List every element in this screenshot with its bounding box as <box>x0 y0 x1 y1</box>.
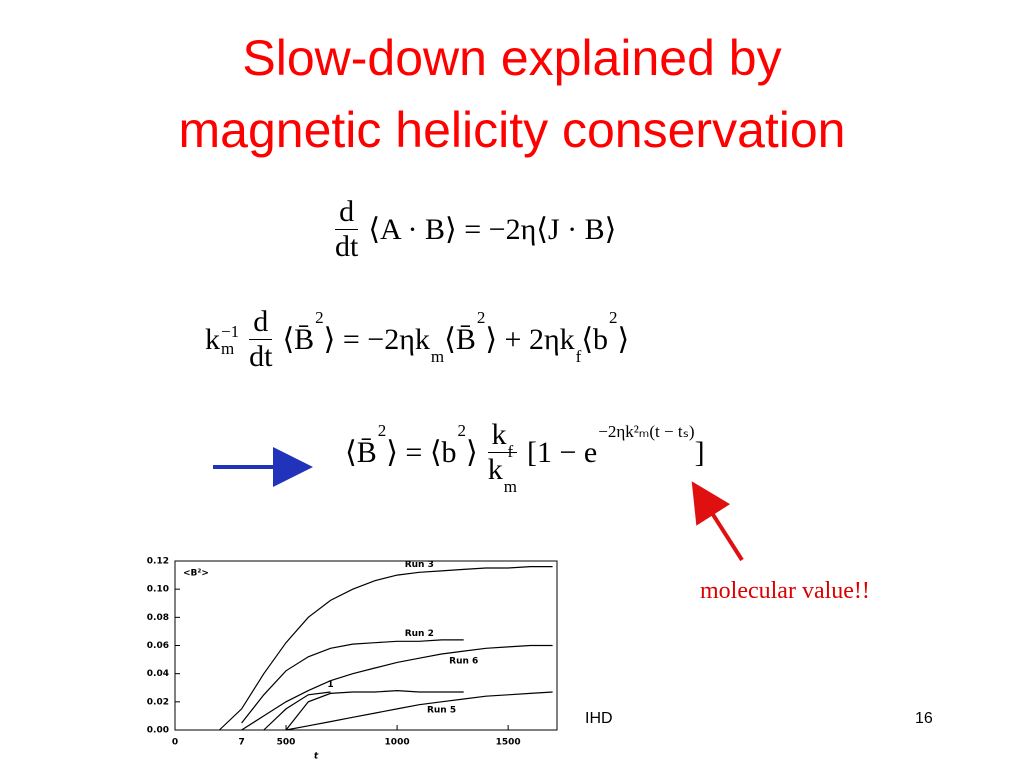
term-text: ⟩ + 2ηk <box>485 323 575 356</box>
term: dt <box>249 340 272 374</box>
term: ⟨B̄ 2 <box>282 308 323 357</box>
page-number: 16 <box>915 710 933 727</box>
series-label: Run 6 <box>449 657 478 667</box>
term: k −1 m <box>205 323 239 357</box>
term: ⟩ <box>466 435 478 470</box>
slide-title: magnetic helicity conservation <box>178 102 846 158</box>
term: ⟨B̄ 2 <box>444 308 485 357</box>
denominator: dt <box>331 230 362 264</box>
term: ⟩ <box>618 322 630 357</box>
annotation: molecular value!! <box>700 578 870 604</box>
y-tick-label: 0.06 <box>147 641 169 651</box>
y-tick-label: 0.00 <box>147 726 169 736</box>
term-text: ⟨B̄ <box>345 436 377 469</box>
term-text: [1 − e <box>527 435 598 469</box>
numerator: d <box>249 305 273 340</box>
numerator: d <box>335 195 359 230</box>
term: ] <box>695 436 705 470</box>
term: ⟩ = ⟨b 2 <box>386 421 466 470</box>
superscript: −1 <box>221 321 240 341</box>
subscript: m <box>221 338 235 358</box>
term-text: dt <box>249 340 273 373</box>
term-text: ⟩ <box>466 436 478 469</box>
y-tick-label: 0.12 <box>147 557 169 567</box>
y-tick-label: 0.10 <box>147 585 169 595</box>
denominator: dt <box>245 340 276 374</box>
series-line <box>241 644 553 731</box>
x-tick-label: 0 <box>172 738 178 748</box>
plot-frame <box>174 560 558 731</box>
x-tick-label: 1500 <box>496 738 521 748</box>
y-tick-label: 0.02 <box>147 697 169 707</box>
term: d <box>253 305 268 339</box>
arrow <box>691 481 744 562</box>
subscript: m <box>503 477 517 496</box>
term-text: ⟨B̄ <box>282 323 315 356</box>
term-text: ⟩ = ⟨b <box>386 436 457 469</box>
series-label: 7 <box>238 738 244 748</box>
term-text: ⟨A · B⟩ = −2η⟨J · B⟩ <box>368 213 617 246</box>
series-line <box>285 691 553 731</box>
term-text: ⟩ <box>617 323 630 356</box>
superscript: 2 <box>609 308 618 327</box>
x-axis-label: t <box>314 752 319 762</box>
fraction: d dt <box>331 195 362 264</box>
subscript: f <box>507 442 514 461</box>
term-text: ⟨b <box>581 323 609 356</box>
term: ⟩ = −2ηk m <box>323 322 444 366</box>
series-label: Run 3 <box>405 560 434 570</box>
y-tick-label: 0.04 <box>147 669 169 679</box>
term-text: ⟩ = −2ηk <box>323 323 430 356</box>
term: ⟨A · B⟩ = −2η⟨J · B⟩ <box>368 212 616 247</box>
series-line <box>285 689 464 731</box>
term-text: k <box>487 453 503 486</box>
superscript: 2 <box>377 421 387 440</box>
equation: k −1 m d dt ⟨B̄ 2 ⟩ = −2ηk m ⟨B̄ 2 ⟩ + 2ηk f ⟨b 2 ⟩ <box>205 305 629 374</box>
term-text: k <box>491 418 507 451</box>
x-tick-label: 1000 <box>385 738 410 748</box>
superscript: 2 <box>476 308 486 327</box>
series-line <box>241 639 464 724</box>
term: [1 − e −2ηk²ₘ(t − tₛ) <box>527 422 695 470</box>
term-text: d <box>253 305 269 338</box>
superscript: 2 <box>457 421 467 440</box>
series-label: Run 2 <box>405 629 434 639</box>
equation: d dt ⟨A · B⟩ = −2η⟨J · B⟩ <box>325 195 616 264</box>
chart-title: <B²> <box>183 569 209 579</box>
series-label: 1 <box>327 680 333 690</box>
term-text: ⟨B̄ <box>444 323 476 356</box>
superscript: 2 <box>315 308 324 327</box>
series-line <box>263 691 331 731</box>
term-text: ] <box>694 435 705 469</box>
term-text: d <box>339 195 355 228</box>
y-tick-label: 0.08 <box>147 613 169 623</box>
term: d <box>339 195 354 229</box>
x-tick-label: 500 <box>277 738 296 748</box>
subscript: f <box>575 347 582 366</box>
term: ⟨B̄ 2 <box>345 421 386 470</box>
superscript: −2ηk²ₘ(t − tₛ) <box>598 421 695 441</box>
term-text: k <box>205 322 220 356</box>
chart: 0.00 0.02 0.04 0.06 0.08 0.10 0.12 0 500 1000 1500… <box>120 548 560 763</box>
equation: ⟨B̄ 2 ⟩ = ⟨b 2 ⟩ k f k m [1 − e −2ηk²ₘ(t − tₛ)] <box>345 418 705 496</box>
term: ⟨b 2 <box>581 308 617 357</box>
scripts: −1 m <box>221 323 239 357</box>
footer: IHD <box>585 710 613 727</box>
series-label: Run 5 <box>427 705 456 715</box>
slide-title: Slow-down explained by <box>242 30 782 86</box>
term-text: dt <box>335 230 359 263</box>
fraction: d dt <box>245 305 276 374</box>
term: ⟩ + 2ηk f <box>485 322 581 366</box>
subscript: m <box>430 347 445 366</box>
term: dt <box>335 230 358 264</box>
series-line <box>218 566 553 731</box>
